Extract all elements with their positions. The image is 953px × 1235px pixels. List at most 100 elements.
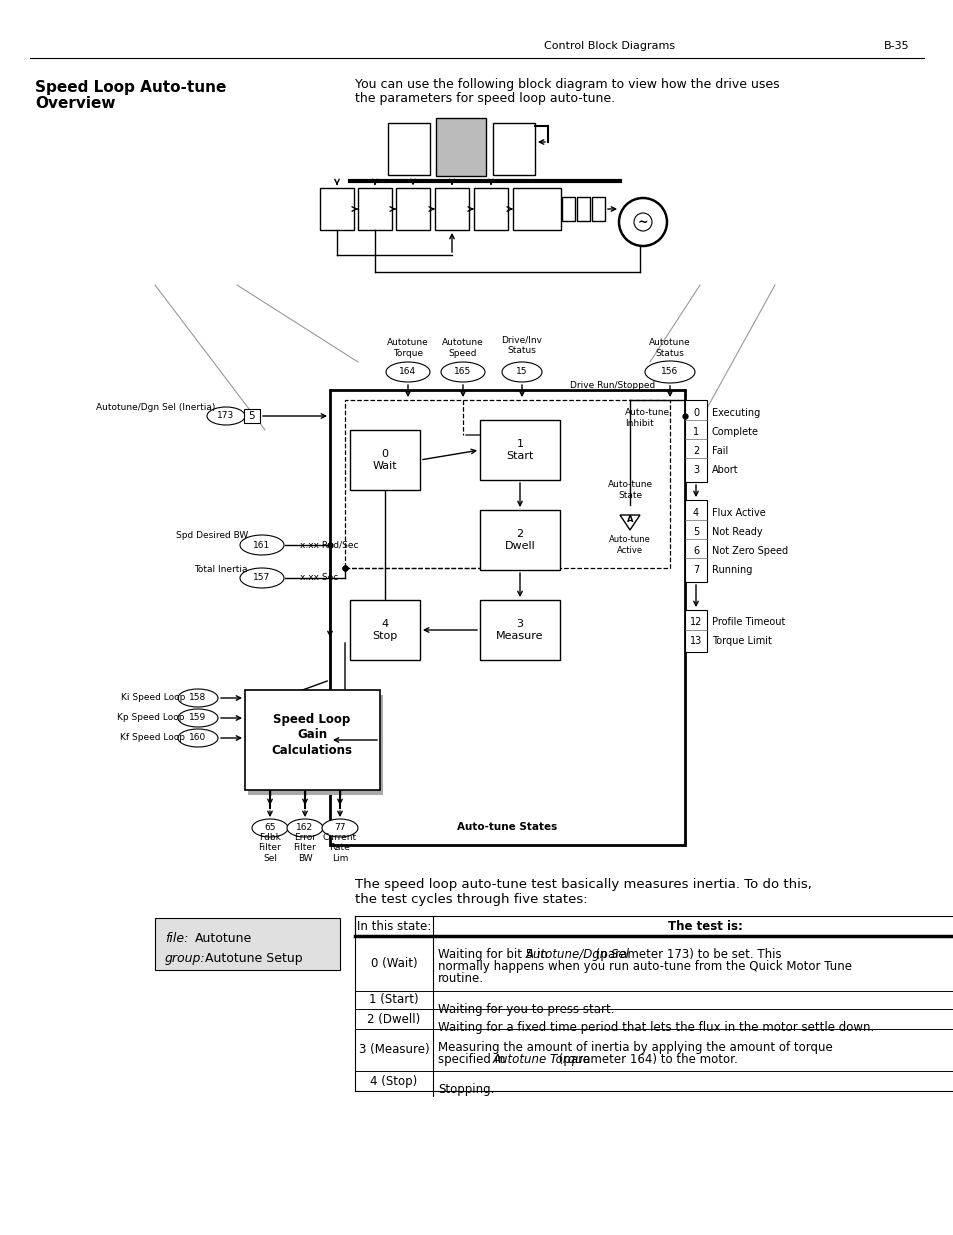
Bar [355, 1029, 953, 1071]
Text: Stopping.: Stopping. [437, 1083, 494, 1095]
Text: 3 (Measure): 3 (Measure) [358, 1044, 429, 1056]
Text: Auto-tune
Active: Auto-tune Active [608, 535, 650, 555]
Ellipse shape [178, 729, 218, 747]
Text: 5: 5 [249, 411, 255, 421]
Bar [561, 198, 575, 221]
Bar [330, 390, 684, 845]
Bar [493, 124, 535, 175]
Text: 162: 162 [296, 824, 314, 832]
Text: 5: 5 [692, 527, 699, 537]
Text: 0: 0 [692, 408, 699, 417]
Text: Drive/Inv
Status: Drive/Inv Status [501, 335, 542, 354]
Text: 77: 77 [334, 824, 345, 832]
Text: Ki Speed Loop: Ki Speed Loop [120, 694, 185, 703]
Text: Autotune/Dgn Sel (Inertia): Autotune/Dgn Sel (Inertia) [95, 404, 214, 412]
Text: Auto-tune
State: Auto-tune State [607, 480, 652, 500]
Text: 4: 4 [692, 508, 699, 517]
Text: Auto-tune
Inhibit: Auto-tune Inhibit [624, 409, 669, 427]
Text: Drive Run/Stopped: Drive Run/Stopped [569, 380, 655, 389]
Text: file:: file: [165, 932, 188, 945]
Text: 0
Wait: 0 Wait [373, 450, 396, 471]
Text: Executing: Executing [711, 408, 760, 417]
Bar [435, 188, 469, 230]
Text: the parameters for speed loop auto-tune.: the parameters for speed loop auto-tune. [355, 91, 615, 105]
Bar [355, 1071, 953, 1091]
Text: Calculations: Calculations [272, 743, 352, 757]
Text: 15: 15 [516, 368, 527, 377]
Text: 173: 173 [217, 411, 234, 420]
Text: Kp Speed Loop: Kp Speed Loop [117, 714, 185, 722]
Text: 4
Stop: 4 Stop [372, 619, 397, 641]
Ellipse shape [386, 362, 430, 382]
Bar [684, 500, 706, 582]
Text: Control Block Diagrams: Control Block Diagrams [544, 41, 675, 51]
Text: 3: 3 [692, 466, 699, 475]
Text: Abort: Abort [711, 466, 738, 475]
Text: Measuring the amount of inertia by applying the amount of torque: Measuring the amount of inertia by apply… [437, 1041, 832, 1053]
Ellipse shape [501, 362, 541, 382]
Text: Not Zero Speed: Not Zero Speed [711, 546, 787, 556]
Text: 158: 158 [190, 694, 207, 703]
Text: routine.: routine. [437, 972, 483, 986]
Bar [350, 430, 419, 490]
Text: Current
Rate
Lim: Current Rate Lim [323, 834, 356, 863]
Ellipse shape [178, 709, 218, 727]
Ellipse shape [644, 361, 695, 383]
Bar [244, 409, 260, 424]
Text: Flux Active: Flux Active [711, 508, 765, 517]
Bar [479, 600, 559, 659]
Text: 1
Start: 1 Start [506, 440, 533, 461]
Bar [684, 400, 706, 482]
Text: 1: 1 [692, 427, 699, 437]
Text: Complete: Complete [711, 427, 759, 437]
Ellipse shape [178, 689, 218, 706]
Circle shape [634, 212, 651, 231]
Text: 2
Dwell: 2 Dwell [504, 530, 535, 551]
Text: 6: 6 [692, 546, 699, 556]
Bar [319, 188, 354, 230]
Bar [577, 198, 589, 221]
Text: 12: 12 [689, 618, 701, 627]
Text: Spd Desired BW: Spd Desired BW [175, 531, 248, 541]
Text: Total Inertia: Total Inertia [194, 566, 248, 574]
Text: Kf Speed Loop: Kf Speed Loop [120, 734, 185, 742]
Text: 2 (Dwell): 2 (Dwell) [367, 1013, 420, 1025]
Ellipse shape [207, 408, 245, 425]
Text: Autotune
Torque: Autotune Torque [387, 338, 429, 358]
Text: Error
Filter
BW: Error Filter BW [294, 834, 316, 863]
Text: Autotune/Dgn Sel: Autotune/Dgn Sel [525, 948, 629, 961]
Text: Running: Running [711, 564, 752, 576]
Text: x.xx Rad/Sec: x.xx Rad/Sec [299, 541, 358, 550]
Bar [395, 188, 430, 230]
Bar [355, 916, 953, 936]
Text: Waiting for a fixed time period that lets the flux in the motor settle down.: Waiting for a fixed time period that let… [437, 1021, 873, 1034]
Bar [388, 124, 430, 175]
Text: normally happens when you run auto-tune from the Quick Motor Tune: normally happens when you run auto-tune … [437, 960, 851, 973]
Text: 161: 161 [253, 541, 271, 550]
Text: the test cycles through five states:: the test cycles through five states: [355, 893, 587, 906]
Text: The speed loop auto-tune test basically measures inertia. To do this,: The speed loop auto-tune test basically … [355, 878, 811, 890]
Text: A: A [626, 515, 633, 524]
Bar [592, 198, 604, 221]
Text: 2: 2 [692, 446, 699, 456]
Bar [248, 695, 382, 795]
Text: Autotune: Autotune [194, 932, 252, 945]
Bar [154, 918, 339, 969]
Bar [345, 400, 669, 568]
Ellipse shape [240, 568, 284, 588]
Text: Auto-tune States: Auto-tune States [456, 823, 558, 832]
Text: Autotune
Status: Autotune Status [648, 338, 690, 358]
Text: 1 (Start): 1 (Start) [369, 993, 418, 1007]
Bar [436, 119, 485, 177]
Text: (parameter 164) to the motor.: (parameter 164) to the motor. [554, 1053, 737, 1066]
Text: Waiting for bit 5 in: Waiting for bit 5 in [437, 948, 551, 961]
Text: 7: 7 [692, 564, 699, 576]
Text: 0 (Wait): 0 (Wait) [371, 957, 416, 969]
Ellipse shape [240, 535, 284, 555]
Bar [684, 610, 706, 652]
Text: specified in: specified in [437, 1053, 509, 1066]
Circle shape [618, 198, 666, 246]
Text: 13: 13 [689, 636, 701, 646]
Text: Speed Loop: Speed Loop [274, 714, 351, 726]
Ellipse shape [440, 362, 484, 382]
